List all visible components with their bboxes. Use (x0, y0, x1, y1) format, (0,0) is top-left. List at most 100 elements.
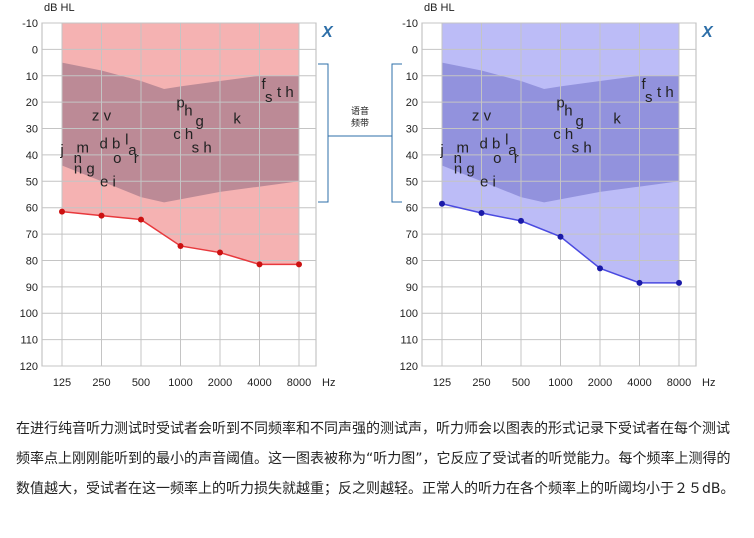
threshold-point (439, 200, 445, 207)
y-tick-label: 70 (406, 229, 418, 241)
y-tick-label: 30 (406, 124, 418, 136)
phoneme-label: r (514, 150, 519, 167)
y-tick-label: 100 (20, 308, 38, 320)
phoneme-label: f (262, 76, 267, 93)
threshold-point (597, 265, 603, 272)
phoneme-label: j (439, 142, 443, 159)
phoneme-label: p (556, 94, 564, 111)
phoneme-label: o (113, 150, 121, 167)
left-ear-audiogram: -10 0 10 20 30 40 50 60 70 80 90 100 110 120 125 250 500… (20, 2, 336, 389)
phoneme-label: e i (100, 174, 116, 191)
speech-band-label-line2: 频带 (351, 117, 369, 128)
phoneme-label: h (184, 102, 192, 119)
bracket-right (391, 63, 402, 203)
phoneme-label: s (645, 89, 653, 106)
phoneme-label: d b (100, 135, 121, 152)
y-tick-label: 20 (26, 97, 38, 109)
threshold-point (217, 249, 223, 256)
phoneme-label: a (508, 142, 517, 159)
phoneme-label: c h (553, 126, 573, 143)
y-tick-label: 30 (26, 124, 38, 136)
y-tick-label: 70 (26, 229, 38, 241)
x-tick-label: 250 (92, 377, 110, 389)
threshold-point (557, 233, 564, 240)
phoneme-label: a (128, 142, 137, 159)
threshold-point (676, 279, 682, 286)
x-tick-label: 8000 (287, 377, 311, 389)
y-tick-label: 40 (26, 150, 38, 162)
y-tick-label: 120 (400, 361, 418, 373)
y-tick-label: 80 (26, 255, 38, 267)
threshold-point (636, 279, 643, 286)
x-tick-label: 4000 (627, 377, 651, 389)
phoneme-label: e i (480, 174, 496, 191)
threshold-point (59, 208, 65, 215)
phoneme-label: n g (454, 160, 475, 177)
phoneme-label: s h (572, 139, 592, 156)
y-tick-label: 90 (406, 282, 418, 294)
y-tick-label: 0 (32, 44, 38, 56)
y-tick-label: 60 (406, 203, 418, 215)
y-tick-label: 110 (20, 335, 38, 347)
phoneme-label: r (134, 150, 139, 167)
phoneme-label: n (74, 150, 82, 167)
y-tick-label: 20 (406, 97, 418, 109)
phoneme-label: o (493, 150, 501, 167)
y-tick-label: 50 (406, 176, 418, 188)
phoneme-label: z v (92, 108, 112, 125)
phoneme-label: j (59, 142, 63, 159)
y-tick-label: 110 (400, 335, 418, 347)
phoneme-label: s (265, 89, 273, 106)
ear-mark-x: X (701, 24, 714, 41)
x-tick-label: 500 (132, 377, 150, 389)
phoneme-label: h (564, 102, 572, 119)
phoneme-label: g (196, 113, 204, 130)
phoneme-label: m (77, 139, 90, 156)
x-tick-label: 125 (53, 377, 71, 389)
right-ear-audiogram: -10 0 10 20 30 40 50 60 70 80 90 100 110 120 125 250 500… (400, 2, 716, 389)
x-axis-unit: Hz (322, 377, 335, 389)
y-tick-label: -10 (402, 18, 418, 30)
phoneme-label: s h (192, 139, 212, 156)
phoneme-label: f (642, 76, 647, 93)
phoneme-label: k (233, 110, 241, 127)
y-axis-label: dB HL (424, 2, 455, 14)
y-tick-label: 0 (412, 44, 418, 56)
x-tick-label: 8000 (667, 377, 691, 389)
x-tick-label: 2000 (208, 377, 232, 389)
y-tick-label: 80 (406, 255, 418, 267)
phoneme-label: m (457, 139, 470, 156)
x-axis-unit: Hz (702, 377, 715, 389)
threshold-point (296, 261, 302, 268)
phoneme-label: t h (657, 84, 674, 101)
phoneme-label: l (125, 131, 128, 148)
phoneme-label: t h (277, 84, 294, 101)
y-tick-label: 60 (26, 203, 38, 215)
ear-mark-x: X (321, 24, 334, 41)
phoneme-label: l (505, 131, 508, 148)
phoneme-label: p (176, 94, 184, 111)
x-tick-label: 125 (433, 377, 451, 389)
phoneme-label: n (454, 150, 462, 167)
y-tick-label: 40 (406, 150, 418, 162)
phoneme-label: k (613, 110, 621, 127)
x-tick-label: 2000 (588, 377, 612, 389)
phoneme-label: d b (480, 135, 501, 152)
y-tick-label: 100 (400, 308, 418, 320)
y-axis-label: dB HL (44, 2, 75, 14)
x-tick-label: 500 (512, 377, 530, 389)
threshold-point (478, 209, 485, 216)
phoneme-label: z v (472, 108, 492, 125)
threshold-point (177, 242, 184, 249)
x-tick-label: 1000 (168, 377, 192, 389)
phoneme-label: c h (173, 126, 193, 143)
threshold-point (256, 261, 263, 268)
y-tick-label: 120 (20, 361, 38, 373)
phoneme-label: n g (74, 160, 95, 177)
threshold-point (138, 216, 144, 223)
threshold-point (98, 212, 105, 219)
x-tick-label: 1000 (548, 377, 572, 389)
bracket-left (318, 63, 329, 203)
